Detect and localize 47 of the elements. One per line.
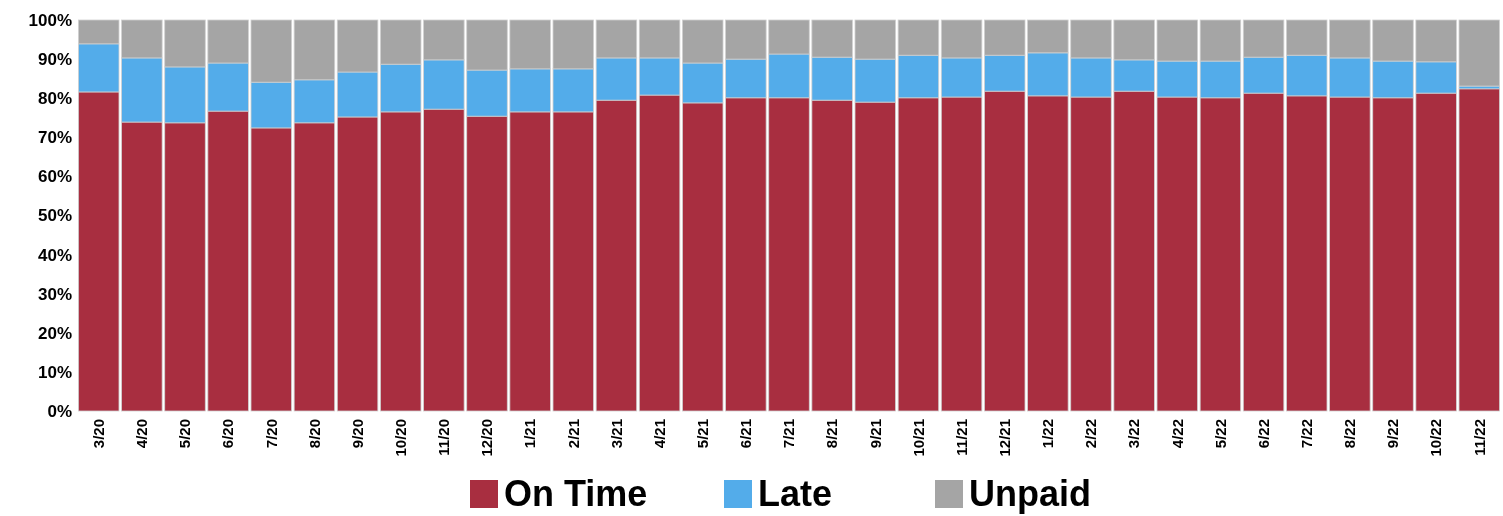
x-tick-label: 2/22 <box>1082 419 1100 449</box>
x-tick-label: 4/20 <box>133 419 151 449</box>
y-tick-label: 20% <box>37 323 72 343</box>
x-tick-label: 6/20 <box>219 419 237 449</box>
x-tick-label: 7/22 <box>1297 419 1315 449</box>
series-label: On Time <box>504 473 648 514</box>
legend-label: Unpaid <box>969 473 1091 514</box>
x-tick-label: 12/21 <box>995 419 1013 457</box>
x-tick-label: 3/21 <box>607 419 625 449</box>
y-tick-label: 10% <box>37 362 72 382</box>
x-tick-label: 11/21 <box>952 419 970 456</box>
x-tick-label: 3/20 <box>89 419 107 449</box>
x-tick-label: 12/20 <box>478 419 496 457</box>
x-tick-label: 7/20 <box>262 419 280 449</box>
y-tick-label: 90% <box>37 50 72 70</box>
x-tick-label: 9/22 <box>1384 419 1402 449</box>
x-tick-label: 7/21 <box>780 419 798 449</box>
x-tick-label: 4/22 <box>1168 419 1186 449</box>
x-tick-label: 2/21 <box>564 419 582 449</box>
x-tick-label: 5/20 <box>176 419 194 449</box>
y-tick-label: 80% <box>37 89 72 109</box>
x-tick-label: 8/20 <box>305 419 323 449</box>
y-tick-label: 40% <box>37 245 72 265</box>
y-tick-label: 70% <box>37 128 72 148</box>
x-tick-label: 10/21 <box>909 419 927 457</box>
x-tick-label: 4/21 <box>650 419 668 449</box>
x-tick-label: 5/22 <box>1211 419 1229 449</box>
x-tick-label: 1/21 <box>521 419 539 449</box>
x-tick-label: 10/22 <box>1427 419 1445 457</box>
y-tick-label: 0% <box>47 401 72 421</box>
y-tick-label: 30% <box>37 284 72 304</box>
legend-label: Late <box>758 473 833 514</box>
x-tick-label: 6/21 <box>737 419 755 449</box>
x-tick-label: 10/20 <box>391 419 409 457</box>
x-tick-label: 8/21 <box>823 419 841 449</box>
y-tick-label: 60% <box>37 167 72 187</box>
x-tick-label: 6/22 <box>1254 419 1272 449</box>
x-tick-label: 11/22 <box>1470 419 1488 456</box>
x-tick-label: 9/21 <box>866 419 884 449</box>
x-tick-label: 3/22 <box>1125 419 1143 449</box>
y-tick-label: 100% <box>28 10 72 30</box>
x-tick-label: 1/22 <box>1039 419 1057 449</box>
x-tick-label: 5/21 <box>693 419 711 449</box>
x-tick-label: 11/20 <box>435 419 453 456</box>
x-tick-label: 8/22 <box>1341 419 1359 449</box>
y-tick-label: 50% <box>37 206 72 226</box>
x-tick-label: 9/20 <box>348 419 366 449</box>
